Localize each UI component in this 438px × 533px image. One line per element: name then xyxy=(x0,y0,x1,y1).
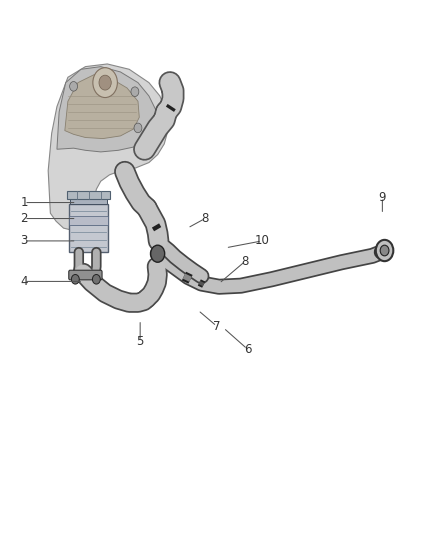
Polygon shape xyxy=(65,75,139,139)
Circle shape xyxy=(92,274,100,284)
Text: 10: 10 xyxy=(254,235,269,247)
Circle shape xyxy=(380,245,389,256)
Text: 6: 6 xyxy=(244,343,251,356)
Text: 5: 5 xyxy=(137,335,144,348)
Text: 8: 8 xyxy=(242,255,249,268)
Circle shape xyxy=(71,274,79,284)
FancyBboxPatch shape xyxy=(70,198,107,204)
Circle shape xyxy=(134,123,142,133)
Circle shape xyxy=(99,75,111,90)
Text: 1: 1 xyxy=(20,196,28,209)
Text: 9: 9 xyxy=(378,191,386,204)
Text: 7: 7 xyxy=(213,320,221,333)
Text: 8: 8 xyxy=(201,212,208,225)
Polygon shape xyxy=(48,64,169,230)
Circle shape xyxy=(93,68,117,98)
FancyBboxPatch shape xyxy=(69,216,108,225)
Text: 2: 2 xyxy=(20,212,28,225)
Text: 3: 3 xyxy=(21,235,28,247)
Circle shape xyxy=(131,87,139,96)
FancyBboxPatch shape xyxy=(69,204,108,252)
Text: 4: 4 xyxy=(20,275,28,288)
FancyBboxPatch shape xyxy=(67,191,110,199)
Circle shape xyxy=(70,82,78,91)
Circle shape xyxy=(151,245,165,262)
Polygon shape xyxy=(57,67,155,152)
Circle shape xyxy=(376,240,393,261)
FancyBboxPatch shape xyxy=(69,270,102,280)
